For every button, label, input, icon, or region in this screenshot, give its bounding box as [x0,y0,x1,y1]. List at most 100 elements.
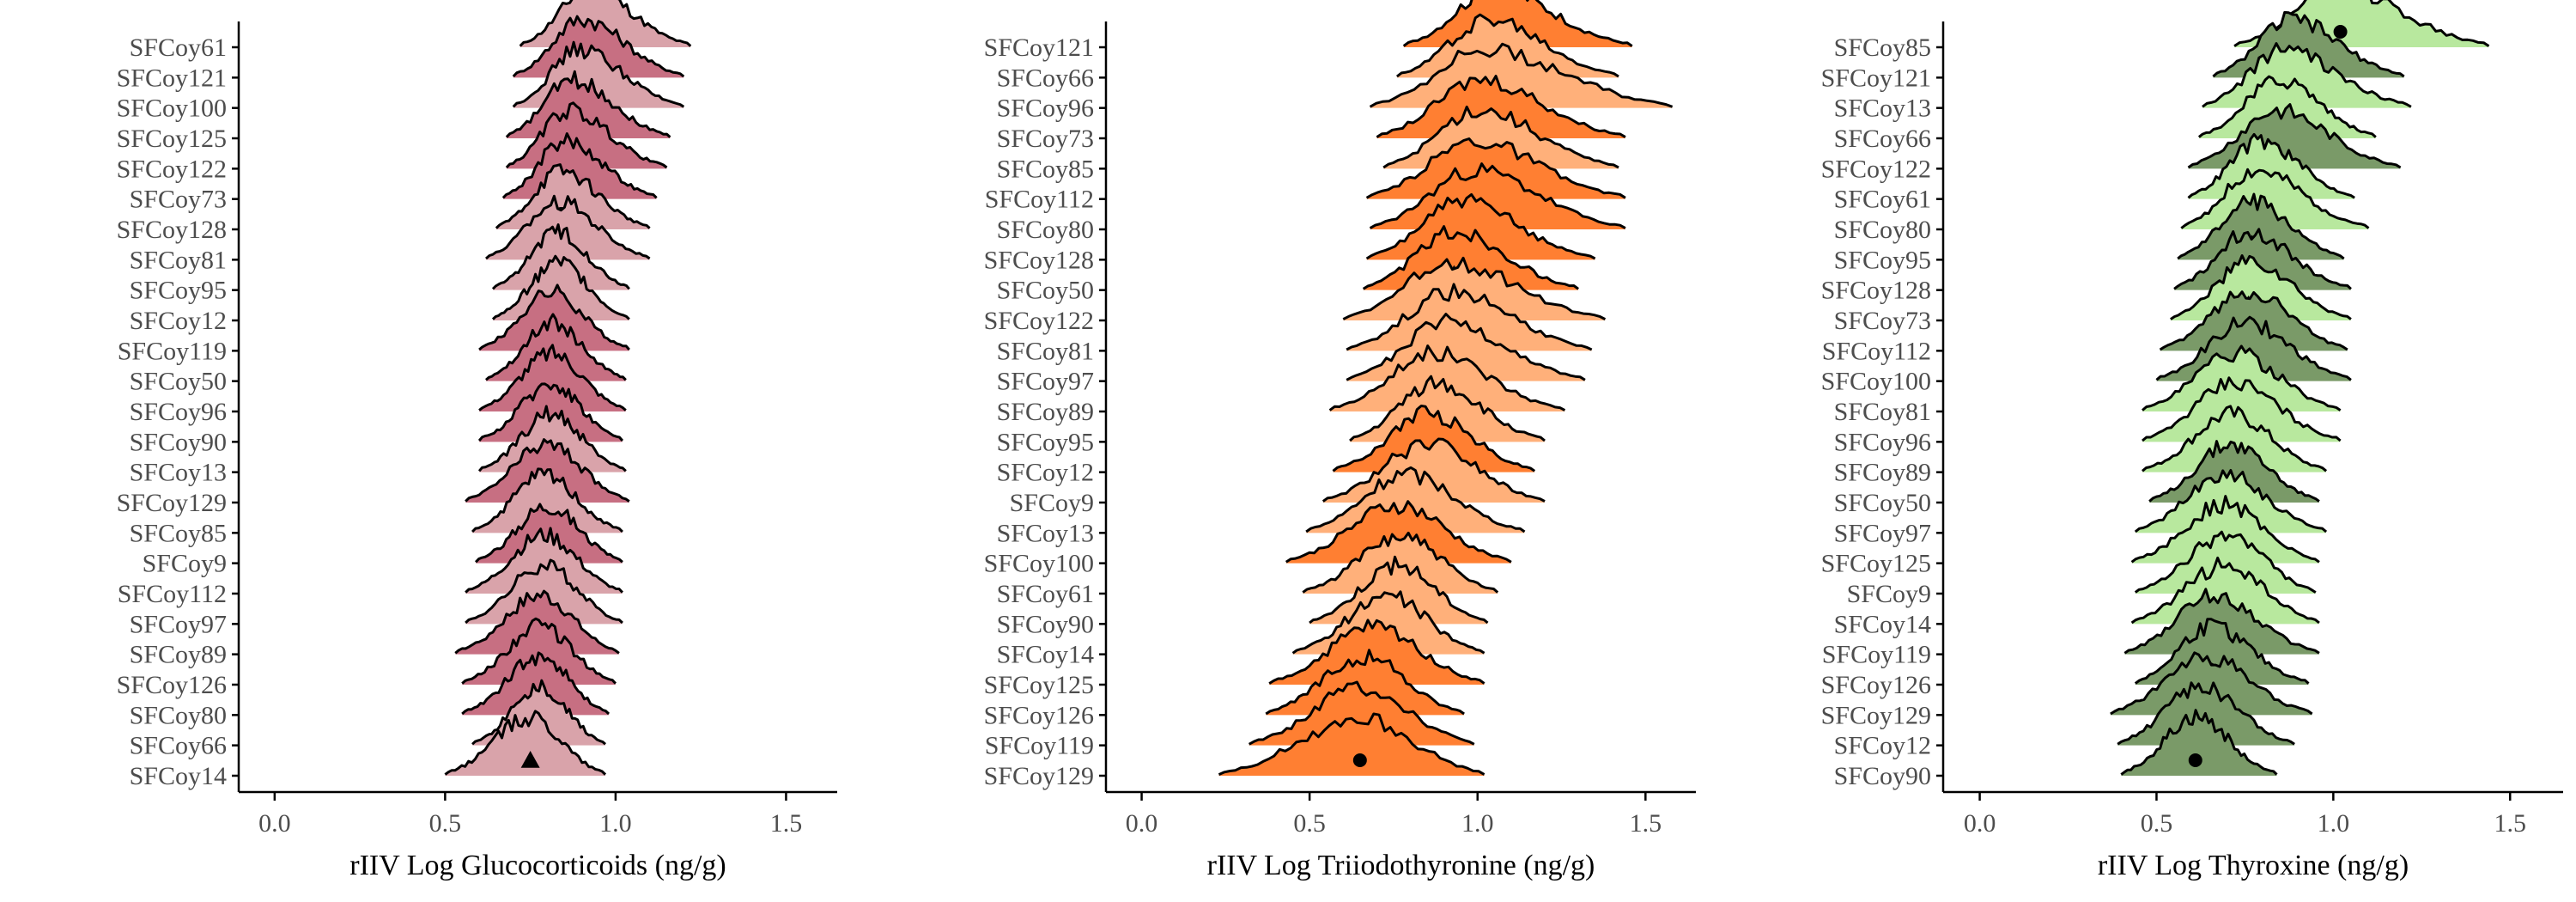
category-label: SFCoy112 [118,580,227,608]
ridge-fill [479,344,626,411]
ridge-outline [2159,290,2348,351]
category-label: SFCoy129 [984,762,1094,790]
category-label: SFCoy13 [997,519,1094,547]
category-label: SFCoy100 [1821,368,1931,396]
ridge-fill [2121,710,2277,776]
category-label: SFCoy50 [1834,489,1931,517]
category-label: SFCoy119 [118,337,227,365]
ridge-outline [485,194,651,260]
category-label: SFCoy128 [117,216,227,244]
ridge-outline [2134,469,2328,533]
ridge-outline [505,101,668,169]
category-label: SFCoy80 [1834,216,1931,244]
ridge-outline [465,438,630,503]
ridge-outline [1346,283,1593,351]
x-tick-label: 1.0 [1461,809,1494,838]
category-label: SFCoy122 [984,307,1094,335]
category-label: SFCoy129 [117,489,227,517]
ridge-outline [2123,588,2320,655]
ridge-outline [2173,228,2352,290]
category-label: SFCoy80 [997,216,1094,244]
ridge-outline [1382,105,1619,169]
category-label: SFCoy81 [1834,398,1931,426]
category-label: SFCoy126 [1821,671,1931,699]
ridge-outline [512,40,685,108]
category-label: SFCoy12 [997,459,1094,487]
category-label: SFCoy122 [117,155,227,183]
x-tick-label: 0.0 [1126,809,1158,838]
category-label: SFCoy81 [130,246,227,274]
ridge-outline [2110,651,2313,716]
ridge-outline [461,651,611,716]
ridge-outline [495,163,651,229]
x-axis-title: rIIV Log Thyroxine (ng/g) [2098,850,2409,881]
ridge-fill [472,468,623,533]
category-label: SFCoy89 [130,641,227,669]
ridge-outline [2134,530,2317,594]
category-label: SFCoy125 [1821,550,1931,578]
x-tick-label: 1.5 [770,809,803,838]
category-label: SFCoy96 [1834,428,1931,456]
ridge-outline [501,132,658,199]
ridge-outline [471,679,606,746]
x-tick-label: 1.0 [2318,809,2350,838]
ridge-outline [1332,405,1536,472]
mean-circle-marker [2188,753,2202,767]
ridge-outline [2197,75,2377,138]
ridge-outline [512,15,685,78]
category-label: SFCoy80 [130,701,227,729]
category-label: SFCoy97 [130,610,227,638]
category-label: SFCoy85 [1834,34,1931,62]
category-label: SFCoy14 [997,641,1094,669]
category-label: SFCoy13 [130,459,227,487]
ridge-outline [465,558,623,625]
ridge-outline [2134,618,2310,685]
ridge-fill [462,652,609,716]
ridge-outline [2187,103,2402,169]
category-label: SFCoy95 [1834,246,1931,274]
category-label: SFCoy126 [117,671,227,699]
category-label: SFCoy9 [143,550,227,578]
ridge-outline [2177,192,2345,260]
ridge-fill [2131,558,2319,625]
category-label: SFCoy95 [997,428,1094,456]
ridge-fill [2135,532,2316,594]
ridge-outline [1218,712,1485,776]
category-label: SFCoy90 [1834,762,1931,790]
ridge-outline [465,527,623,594]
ridge-fill [2124,588,2319,655]
category-label: SFCoy125 [984,671,1094,699]
category-label: SFCoy112 [1822,337,1931,365]
ridge-outline [1342,256,1607,320]
ridge-outline [2170,254,2352,320]
category-label: SFCoy66 [1834,125,1931,153]
ridge-fill [465,527,623,594]
ridge-fill [493,256,629,320]
ridge-outline [2130,556,2320,625]
category-label: SFCoy61 [997,580,1094,608]
ridge-outline [1365,137,1626,199]
x-tick-label: 0.5 [2141,809,2173,838]
x-axis-title: rIIV Log Glucocorticoids (ng/g) [349,850,726,881]
ridge-fill [1306,467,1525,533]
category-label: SFCoy97 [1834,519,1931,547]
ridge-outline [1321,437,1546,503]
ridge-outline [1402,0,1633,47]
category-label: SFCoy95 [130,277,227,305]
ridge-fill [1346,314,1585,381]
category-label: SFCoy73 [1834,307,1931,335]
ridge-fill [1329,345,1565,411]
ridge-outline [444,710,607,776]
category-label: SFCoy12 [1834,732,1931,760]
x-tick-label: 1.5 [2494,809,2526,838]
category-label: SFCoy89 [997,398,1094,426]
ridge-outline [2187,132,2355,199]
ridge-fill [2142,405,2327,472]
category-label: SFCoy126 [984,701,1094,729]
ridge-fill [1285,501,1511,564]
ridge-outline [1265,649,1465,716]
category-label: SFCoy50 [997,277,1094,305]
ridge-outline [2180,168,2370,229]
ridge-fill [1269,619,1485,685]
